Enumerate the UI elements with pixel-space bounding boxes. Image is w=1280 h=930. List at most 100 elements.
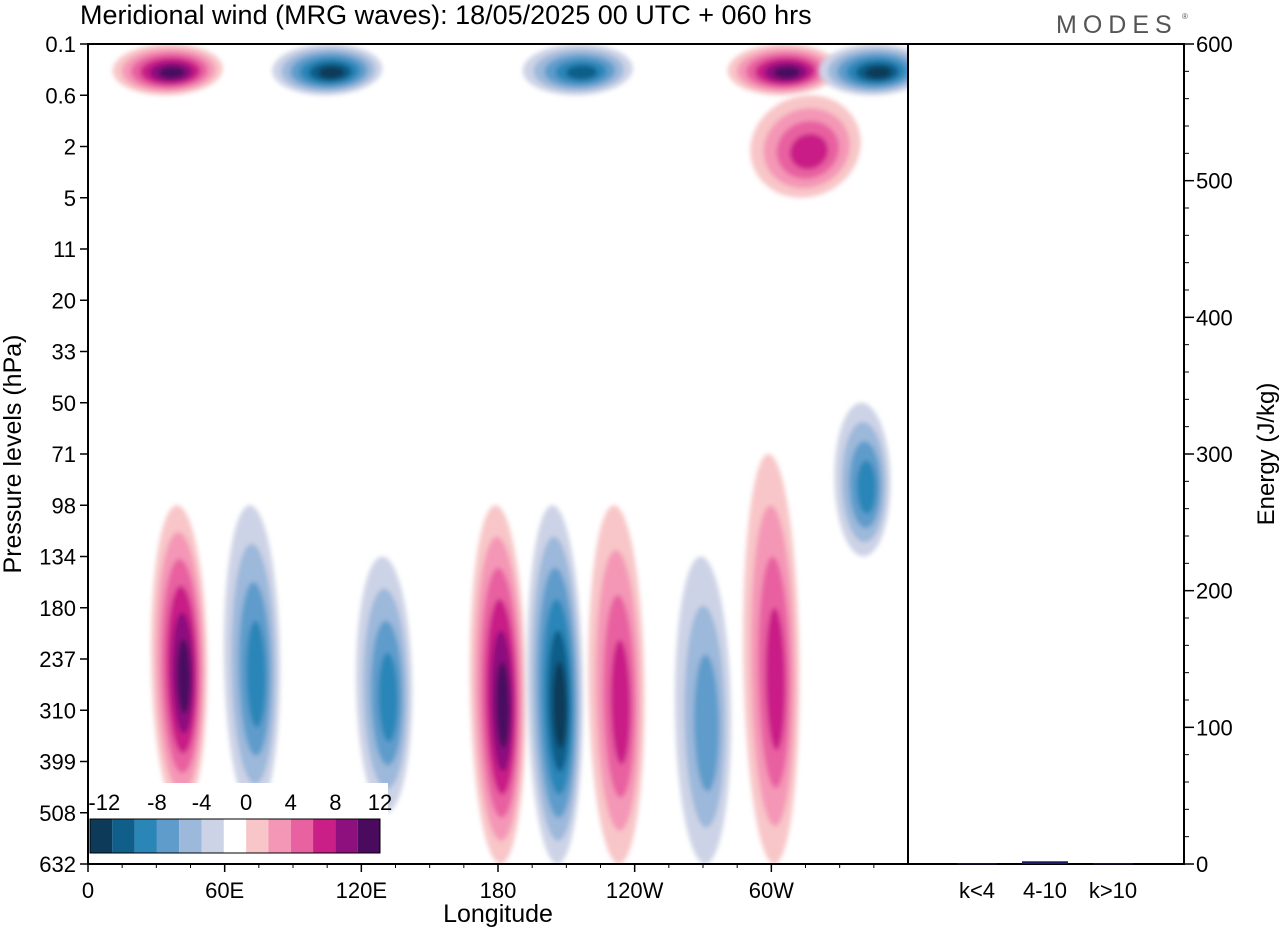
- colorbar-border: [89, 818, 381, 854]
- contour-band: [864, 66, 892, 79]
- chart-title: Meridional wind (MRG waves): 18/05/2025 …: [80, 0, 812, 30]
- contour-feature: [272, 44, 383, 96]
- x-tick-label: 120W: [606, 878, 664, 903]
- contour-band: [773, 66, 801, 79]
- y-tick-label: 508: [39, 801, 76, 826]
- colorbar-label: -8: [147, 790, 167, 815]
- contour-feature: [818, 44, 908, 96]
- energy-y-axis: 0 100 200 300 400 500 600: [1184, 32, 1233, 877]
- energy-tick-label: 200: [1196, 579, 1233, 604]
- energy-bar: [1022, 861, 1068, 864]
- contour-band: [694, 654, 719, 792]
- y-tick-label: 50: [52, 391, 76, 416]
- contour-feature: [750, 95, 861, 198]
- contour-feature: [223, 505, 281, 813]
- x-tick-label: 60E: [205, 878, 244, 903]
- energy-tick-label: 500: [1196, 169, 1233, 194]
- colorbar-cell: [223, 819, 247, 853]
- energy-axis-label: Energy (J/kg): [1253, 383, 1280, 526]
- contour-feature: [356, 556, 413, 813]
- energy-tick-label: 400: [1196, 305, 1233, 330]
- contour-feature: [834, 402, 891, 557]
- colorbar-cell: [156, 819, 180, 853]
- colorbar-label: 0: [240, 790, 252, 815]
- contour-feature: [469, 505, 527, 864]
- colorbar: -12 -8 -4 0 4 8 12: [84, 783, 392, 859]
- contour-band: [177, 639, 191, 714]
- y-axis: 0.1 0.6 2 5 11 20 33 50 71 98 134 180 237 310 399 508 63…: [39, 32, 88, 877]
- colorbar-cell: [313, 819, 336, 853]
- contour-feature: [112, 44, 223, 96]
- colorbar-label: -12: [88, 790, 120, 815]
- energy-bars: [957, 861, 1133, 865]
- y-tick-label: 20: [52, 288, 76, 313]
- colorbar-cell: [134, 819, 157, 853]
- contour-band: [496, 661, 510, 749]
- modes-logo: MODES: [1056, 11, 1178, 39]
- x-tick-label: 0: [82, 878, 94, 903]
- contour-band: [610, 639, 631, 765]
- contour-band: [789, 133, 829, 170]
- colorbar-cell: [268, 819, 291, 853]
- contour-field: [112, 44, 908, 864]
- contour-band: [566, 65, 598, 80]
- colorbar-cell: [112, 819, 135, 853]
- contour-band: [552, 661, 567, 749]
- x-axis-label: Longitude: [443, 900, 553, 928]
- heatmap-panel: -12 -8 -4 0 4 8 12 0 60E 120E 180 120W 60W 0.1 0.6 2 5…: [0, 32, 909, 928]
- energy-tick-label: 100: [1196, 715, 1233, 740]
- energy-panel: 0 100 200 300 400 500 600 k<4 4-10 k>10 Energy (…: [907, 32, 1280, 903]
- colorbar-cell: [201, 819, 224, 853]
- energy-x-axis: k<4 4-10 k>10: [959, 878, 1137, 903]
- y-tick-label: 0.1: [45, 32, 76, 57]
- colorbar-label: 12: [368, 790, 392, 815]
- energy-category-label: k<4: [959, 878, 995, 903]
- contour-feature: [727, 44, 838, 96]
- y-tick-label: 71: [52, 442, 76, 467]
- logo-registered-mark: ®: [1182, 12, 1188, 21]
- y-tick-label: 98: [52, 493, 76, 518]
- energy-tick-label: 300: [1196, 442, 1233, 467]
- colorbar-cell: [90, 819, 113, 853]
- contour-band: [856, 460, 877, 514]
- colorbar-cell: [357, 819, 380, 853]
- y-tick-label: 33: [52, 340, 76, 365]
- x-tick-label: 120E: [336, 878, 387, 903]
- colorbar-label: 8: [329, 790, 341, 815]
- energy-tick-label: 600: [1196, 32, 1233, 57]
- x-axis: 0 60E 120E 180 120W 60W: [82, 864, 875, 903]
- y-tick-label: 11: [53, 237, 76, 262]
- colorbar-cell: [290, 819, 314, 853]
- energy-category-label: 4-10: [1023, 878, 1067, 903]
- y-tick-label: 632: [39, 852, 76, 877]
- contour-feature: [522, 44, 633, 96]
- colorbar-label: 4: [285, 790, 297, 815]
- contour-feature: [743, 454, 800, 864]
- energy-bar: [957, 863, 997, 865]
- y-axis-label: Pressure levels (hPa): [0, 335, 27, 574]
- contour-band: [318, 66, 345, 79]
- x-tick-label: 60W: [749, 878, 794, 903]
- colorbar-cell: [246, 819, 269, 853]
- y-tick-label: 180: [39, 596, 76, 621]
- contour-band: [158, 66, 186, 79]
- y-tick-label: 310: [39, 698, 76, 723]
- y-tick-label: 399: [39, 750, 76, 775]
- y-tick-label: 5: [64, 186, 76, 211]
- colorbar-cell: [335, 819, 358, 853]
- y-tick-label: 0.6: [45, 83, 76, 108]
- energy-category-label: k>10: [1089, 878, 1137, 903]
- contour-band: [246, 620, 266, 728]
- y-tick-label: 134: [39, 545, 76, 570]
- contour-feature: [674, 556, 732, 864]
- contour-band: [378, 652, 398, 742]
- contour-band: [765, 607, 786, 751]
- x-tick-label: 180: [480, 878, 517, 903]
- energy-bar: [1093, 863, 1133, 865]
- y-tick-label: 2: [64, 135, 76, 160]
- contour-feature: [588, 505, 645, 864]
- energy-tick-label: 0: [1196, 852, 1208, 877]
- y-tick-label: 237: [39, 647, 76, 672]
- colorbar-label: -4: [192, 790, 212, 815]
